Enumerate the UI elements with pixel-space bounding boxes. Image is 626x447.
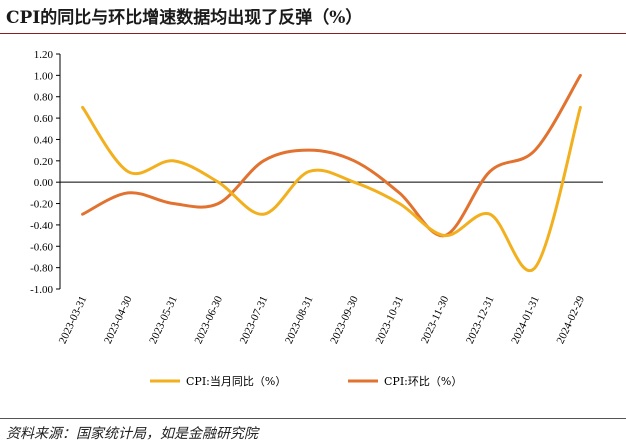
x-tick-label: 2024-01-31: [509, 294, 542, 346]
source-rule: [0, 418, 626, 419]
y-tick-label: -0.80: [30, 263, 53, 275]
x-tick-label: 2023-12-31: [464, 294, 497, 346]
series-line-cpi-yoy: [81, 105, 582, 272]
y-tick-label: 0.00: [34, 177, 54, 189]
y-tick-label: -0.60: [30, 241, 53, 253]
y-tick-label: -0.20: [30, 199, 53, 211]
source-note: 资料来源：国家统计局，如是金融研究院: [6, 426, 258, 442]
x-tick-label: 2023-03-31: [57, 294, 90, 346]
x-tick-label: 2023-10-31: [374, 294, 407, 346]
legend-item-cpi-mom-label: CPI:环比（%）: [384, 375, 462, 388]
series-line-cpi-mom: [81, 73, 582, 238]
y-tick-label: 1.00: [34, 70, 54, 82]
y-tick-label: 1.20: [34, 49, 54, 61]
legend-item-cpi-yoy-label: CPI:当月同比（%）: [186, 374, 286, 388]
y-tick-label: 0.40: [34, 134, 54, 146]
x-tick-label: 2024-02-29: [555, 294, 588, 346]
x-tick-label: 2023-08-31: [283, 294, 316, 346]
y-tick-label: 0.60: [34, 113, 54, 125]
y-tick-label: 0.80: [34, 92, 54, 104]
x-tick-label: 2023-11-30: [419, 294, 452, 346]
y-tick-label: -1.00: [30, 284, 53, 296]
y-tick-label: 0.20: [34, 156, 54, 168]
x-tick-label: 2023-07-31: [238, 294, 271, 346]
x-tick-label: 2023-06-30: [193, 294, 226, 346]
y-tick-label: -0.40: [30, 220, 53, 232]
x-tick-label: 2023-09-30: [328, 294, 361, 346]
title-rule: [0, 33, 626, 34]
x-tick-label: 2023-05-31: [147, 294, 180, 346]
x-tick-label: 2023-04-30: [102, 294, 135, 346]
chart-title: CPI的同比与环比增速数据均出现了反弹（%）: [6, 8, 363, 28]
line-chart: 1.20 1.00 0.80 0.60 0.40 0.20 0.00 -0.20 -0.40 -0…: [30, 49, 603, 388]
